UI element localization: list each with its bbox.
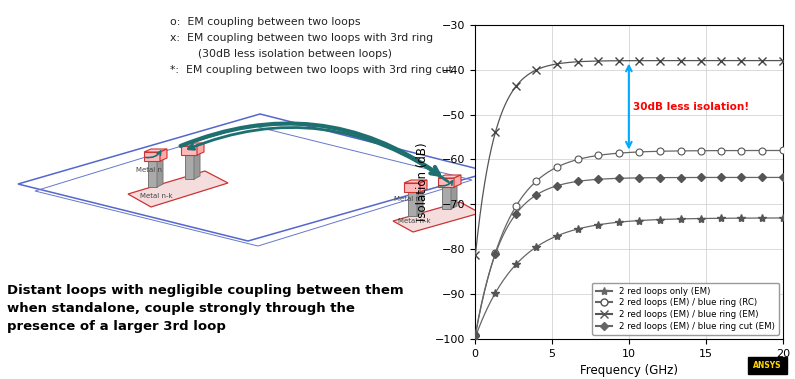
Polygon shape bbox=[185, 155, 194, 179]
Text: 30dB less isolation!: 30dB less isolation! bbox=[634, 102, 750, 111]
Polygon shape bbox=[197, 143, 204, 155]
Polygon shape bbox=[181, 143, 204, 146]
Polygon shape bbox=[128, 171, 228, 207]
Text: Metal n: Metal n bbox=[394, 196, 420, 202]
Polygon shape bbox=[148, 161, 157, 187]
Polygon shape bbox=[438, 178, 454, 187]
Polygon shape bbox=[181, 146, 197, 155]
Text: Distant loops with negligible coupling between them
when standalone, couple stro: Distant loops with negligible coupling b… bbox=[7, 284, 404, 333]
Polygon shape bbox=[408, 192, 417, 216]
Text: x:  EM coupling between two loops with 3rd ring: x: EM coupling between two loops with 3r… bbox=[170, 33, 433, 43]
Polygon shape bbox=[420, 180, 427, 192]
Polygon shape bbox=[404, 180, 427, 183]
FancyArrowPatch shape bbox=[145, 151, 161, 158]
FancyArrowPatch shape bbox=[439, 181, 452, 186]
Polygon shape bbox=[144, 152, 160, 161]
Polygon shape bbox=[194, 152, 200, 179]
Text: Metal n-k: Metal n-k bbox=[398, 218, 431, 224]
FancyArrowPatch shape bbox=[180, 124, 439, 175]
Polygon shape bbox=[157, 158, 163, 187]
Polygon shape bbox=[404, 183, 420, 192]
Polygon shape bbox=[185, 152, 200, 155]
X-axis label: Frequency (GHz): Frequency (GHz) bbox=[580, 365, 678, 377]
Text: Metal n: Metal n bbox=[136, 167, 162, 173]
Text: (30dB less isolation between loops): (30dB less isolation between loops) bbox=[170, 49, 392, 59]
Polygon shape bbox=[442, 184, 457, 187]
Text: ANSYS: ANSYS bbox=[753, 360, 781, 370]
Polygon shape bbox=[408, 189, 423, 192]
Y-axis label: Isolation (dB): Isolation (dB) bbox=[416, 143, 429, 221]
Legend: 2 red loops only (EM), 2 red loops (EM) / blue ring (RC), 2 red loops (EM) / blu: 2 red loops only (EM), 2 red loops (EM) … bbox=[592, 282, 779, 335]
Polygon shape bbox=[160, 149, 167, 161]
Polygon shape bbox=[438, 175, 461, 178]
Polygon shape bbox=[417, 189, 423, 216]
FancyBboxPatch shape bbox=[747, 357, 786, 373]
Text: Metal n-k: Metal n-k bbox=[140, 193, 173, 199]
Text: *:  EM coupling between two loops with 3rd ring cut: *: EM coupling between two loops with 3r… bbox=[170, 65, 452, 75]
Polygon shape bbox=[454, 175, 461, 187]
Polygon shape bbox=[393, 202, 480, 232]
Text: o:  EM coupling between two loops: o: EM coupling between two loops bbox=[170, 17, 360, 27]
FancyArrowPatch shape bbox=[188, 127, 448, 182]
Polygon shape bbox=[451, 184, 457, 209]
Polygon shape bbox=[148, 158, 163, 161]
Polygon shape bbox=[442, 187, 451, 209]
Polygon shape bbox=[144, 149, 167, 152]
